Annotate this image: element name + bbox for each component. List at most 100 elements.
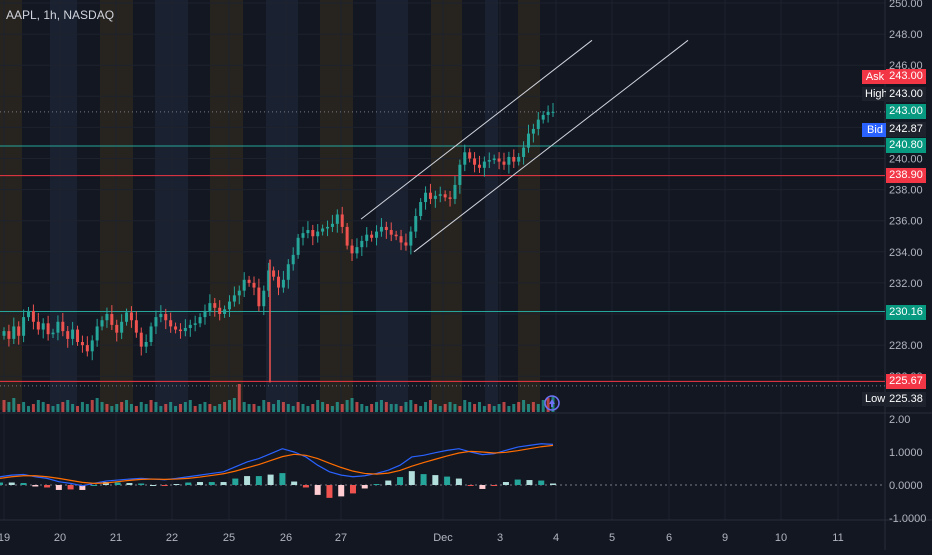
volume-bar bbox=[326, 404, 330, 412]
macd-histogram-bar bbox=[420, 474, 427, 485]
macd-histogram-bar bbox=[208, 482, 215, 485]
volume-bar bbox=[468, 402, 472, 412]
candle-body bbox=[365, 234, 369, 241]
macd-histogram-bar bbox=[302, 485, 309, 488]
channel-upper-line[interactable] bbox=[360, 39, 593, 220]
macd-histogram-bar bbox=[32, 485, 39, 487]
candle-body bbox=[237, 290, 241, 296]
volume-bar bbox=[120, 402, 124, 412]
price-tick-label: 232.00 bbox=[889, 278, 923, 290]
volume-bar bbox=[95, 398, 99, 412]
candle-body bbox=[46, 323, 50, 335]
candle-body bbox=[139, 332, 143, 347]
macd-histogram-bar bbox=[8, 482, 15, 485]
volume-bar bbox=[492, 406, 496, 412]
candle-body bbox=[193, 323, 197, 325]
volume-bar bbox=[154, 402, 158, 412]
macd-histogram-bar bbox=[44, 485, 51, 488]
macd-histogram-bar bbox=[114, 482, 121, 485]
volume-bar bbox=[232, 398, 236, 412]
volume-bar bbox=[473, 404, 477, 412]
channel-lower-line[interactable] bbox=[413, 39, 689, 253]
candle-body bbox=[149, 326, 153, 342]
candle-body bbox=[345, 226, 349, 246]
candle-body bbox=[257, 287, 261, 307]
macd-tick-label: 2.00 bbox=[889, 414, 910, 426]
macd-histogram-bar bbox=[432, 475, 439, 485]
replay-icon[interactable] bbox=[544, 395, 560, 411]
macd-histogram-bar bbox=[338, 485, 345, 497]
candle-body bbox=[306, 230, 310, 234]
volume-bar bbox=[51, 406, 55, 412]
candle-body bbox=[448, 197, 452, 199]
macd-histogram-bar bbox=[361, 485, 368, 489]
price-tick-label: 248.00 bbox=[889, 29, 923, 41]
volume-bar bbox=[428, 400, 432, 412]
macd-histogram-bar bbox=[397, 477, 404, 485]
ask-label: Ask bbox=[862, 70, 888, 84]
volume-bar bbox=[36, 400, 40, 412]
candle-body bbox=[31, 310, 35, 322]
volume-bar bbox=[345, 400, 349, 412]
candle-body bbox=[134, 320, 138, 333]
candle-body bbox=[414, 216, 418, 232]
volume-bar bbox=[330, 406, 334, 412]
macd-histogram-bar bbox=[149, 485, 156, 486]
volume-bar bbox=[350, 398, 354, 412]
volume-bar bbox=[144, 404, 148, 412]
candle-body bbox=[41, 323, 45, 330]
volume-bar bbox=[208, 404, 212, 412]
volume-bar bbox=[267, 402, 271, 412]
candle-body bbox=[482, 161, 486, 168]
macd-histogram-bar bbox=[349, 485, 356, 494]
candle-body bbox=[379, 226, 383, 232]
candle-body bbox=[428, 192, 432, 199]
macd-histogram-bar bbox=[79, 485, 86, 490]
candle-body bbox=[95, 326, 99, 341]
candle-body bbox=[370, 234, 374, 238]
candle-body bbox=[267, 270, 271, 291]
macd-line bbox=[0, 443, 554, 487]
candle-body bbox=[355, 247, 359, 254]
date-tick-label: 9 bbox=[722, 532, 728, 544]
candle-body bbox=[174, 326, 178, 330]
volume-bar bbox=[355, 402, 359, 412]
candle-body bbox=[301, 233, 305, 238]
candle-body bbox=[252, 282, 256, 288]
macd-histogram-bar bbox=[373, 484, 380, 486]
candle-body bbox=[443, 194, 447, 198]
price-tick-label: 240.00 bbox=[889, 154, 923, 166]
candle-body bbox=[536, 119, 540, 129]
volume-bar bbox=[76, 406, 80, 412]
macd-histogram-bar bbox=[526, 480, 533, 485]
candle-body bbox=[164, 314, 168, 321]
macd-histogram-bar bbox=[55, 485, 62, 490]
volume-bar bbox=[438, 406, 442, 412]
candle-body bbox=[115, 324, 119, 333]
volume-bar bbox=[262, 400, 266, 412]
symbol-title[interactable]: AAPL, 1h, NASDAQ bbox=[6, 8, 115, 22]
volume-bar bbox=[223, 402, 227, 412]
candle-body bbox=[85, 345, 89, 352]
volume-bar bbox=[203, 402, 207, 412]
volume-bar bbox=[100, 402, 104, 412]
volume-bar bbox=[149, 400, 153, 412]
volume-bar bbox=[66, 400, 70, 412]
volume-bar bbox=[291, 406, 295, 412]
candle-body bbox=[526, 133, 530, 148]
candle-body bbox=[169, 320, 173, 327]
macd-tick-label: 1.0000 bbox=[889, 447, 923, 459]
volume-bar bbox=[125, 400, 129, 412]
candle-body bbox=[551, 111, 555, 113]
candle-body bbox=[12, 326, 16, 339]
macd-histogram-bar bbox=[197, 482, 204, 485]
candle-body bbox=[242, 279, 246, 291]
candle-body bbox=[409, 231, 413, 246]
price-tick-label: 250.00 bbox=[889, 0, 923, 10]
volume-bar bbox=[487, 404, 491, 412]
date-tick-label: 20 bbox=[54, 532, 66, 544]
candle-body bbox=[512, 156, 516, 162]
last-price-tag: 243.00 bbox=[886, 104, 926, 119]
